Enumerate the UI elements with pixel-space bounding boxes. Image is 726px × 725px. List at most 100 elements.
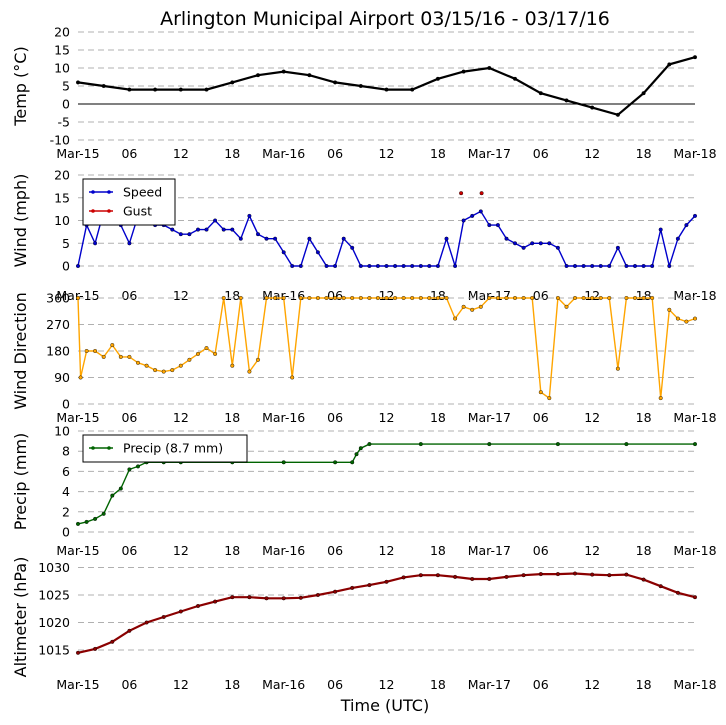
data-point [555, 296, 560, 301]
data-point [118, 354, 123, 359]
x-tick-label: 06 [121, 677, 137, 692]
legend-marker [107, 209, 111, 213]
data-point [598, 264, 603, 269]
data-point [487, 577, 492, 582]
data-point [298, 595, 303, 600]
data-point [418, 296, 423, 301]
data-point [693, 55, 698, 60]
data-point [495, 223, 500, 228]
data-point [607, 264, 612, 269]
data-point [650, 296, 655, 301]
series-line [77, 296, 696, 400]
y-tick-label: 20 [54, 25, 70, 40]
data-point [521, 573, 526, 578]
x-tick-label: Mar-16 [262, 543, 305, 558]
data-point [530, 296, 535, 301]
y-tick-label: 15 [54, 43, 70, 58]
data-point [367, 583, 372, 588]
x-tick-label: 18 [636, 543, 652, 558]
data-point [354, 452, 359, 457]
data-point [144, 620, 149, 625]
x-tick-label: Mar-15 [56, 146, 99, 161]
data-point [204, 346, 209, 351]
x-tick-label: 12 [173, 146, 189, 161]
data-point [93, 241, 98, 246]
y-tick-label: 4 [62, 484, 70, 499]
x-tick-label: 18 [636, 410, 652, 425]
data-point [213, 351, 218, 356]
data-point [487, 442, 492, 447]
data-point [350, 460, 355, 465]
data-point [367, 442, 372, 447]
x-tick-label: Mar-17 [468, 543, 511, 558]
data-point [187, 232, 192, 237]
data-point [238, 296, 243, 301]
x-tick-label: Mar-18 [673, 410, 716, 425]
x-tick-label: 18 [636, 677, 652, 692]
data-point [513, 241, 518, 246]
data-point [358, 446, 363, 451]
data-point [358, 264, 363, 269]
x-tick-label: 06 [327, 410, 343, 425]
y-axis-label: Altimeter (hPa) [11, 557, 30, 678]
data-point [435, 264, 440, 269]
y-tick-label: 1015 [38, 643, 70, 658]
x-tick-label: 12 [173, 543, 189, 558]
data-point [633, 264, 638, 269]
y-tick-label: 0 [62, 525, 70, 540]
data-point [435, 296, 440, 301]
x-tick-label: Mar-15 [56, 410, 99, 425]
data-point [247, 595, 252, 600]
data-point [307, 236, 312, 241]
data-point [118, 486, 123, 491]
x-tick-label: Mar-17 [468, 288, 511, 303]
data-point [564, 264, 569, 269]
data-point [435, 573, 440, 578]
data-point [401, 264, 406, 269]
data-point [204, 227, 209, 232]
data-point [384, 264, 389, 269]
data-point [170, 368, 175, 373]
data-point [675, 590, 680, 595]
data-point [247, 213, 252, 218]
x-tick-label: 06 [327, 288, 343, 303]
data-point [444, 296, 449, 301]
x-tick-label: 06 [533, 146, 549, 161]
y-tick-label: 20 [54, 168, 70, 183]
y-axis-label: Wind (mph) [11, 174, 30, 268]
y-tick-label: 8 [62, 444, 70, 459]
x-tick-label: Mar-18 [673, 677, 716, 692]
data-point [504, 236, 509, 241]
data-point [693, 442, 698, 447]
x-tick-label: 06 [327, 543, 343, 558]
y-axis-label: Temp (°C) [11, 46, 30, 126]
data-point [624, 296, 629, 301]
x-tick-label: Mar-16 [262, 288, 305, 303]
data-point [684, 319, 689, 324]
y-axis-label: Precip (mm) [11, 433, 30, 531]
data-point [178, 232, 183, 237]
data-point [513, 76, 518, 81]
data-point [75, 264, 80, 269]
y-tick-label: 10 [54, 213, 70, 228]
x-tick-label: Mar-18 [673, 288, 716, 303]
x-tick-label: 18 [224, 543, 240, 558]
data-point [281, 296, 286, 301]
x-axis-label: Time (UTC) [340, 696, 429, 715]
data-point [264, 296, 269, 301]
data-point [127, 467, 132, 472]
y-tick-label: 0 [62, 259, 70, 274]
data-point [75, 80, 80, 85]
data-point [221, 227, 226, 232]
data-point [135, 464, 140, 469]
data-point [281, 250, 286, 255]
data-point [127, 87, 132, 92]
data-point [615, 366, 620, 371]
data-point [459, 191, 464, 196]
data-point [461, 69, 466, 74]
data-point [547, 396, 552, 401]
data-point [238, 236, 243, 241]
data-point [427, 264, 432, 269]
data-point [658, 396, 663, 401]
data-point [307, 296, 312, 301]
